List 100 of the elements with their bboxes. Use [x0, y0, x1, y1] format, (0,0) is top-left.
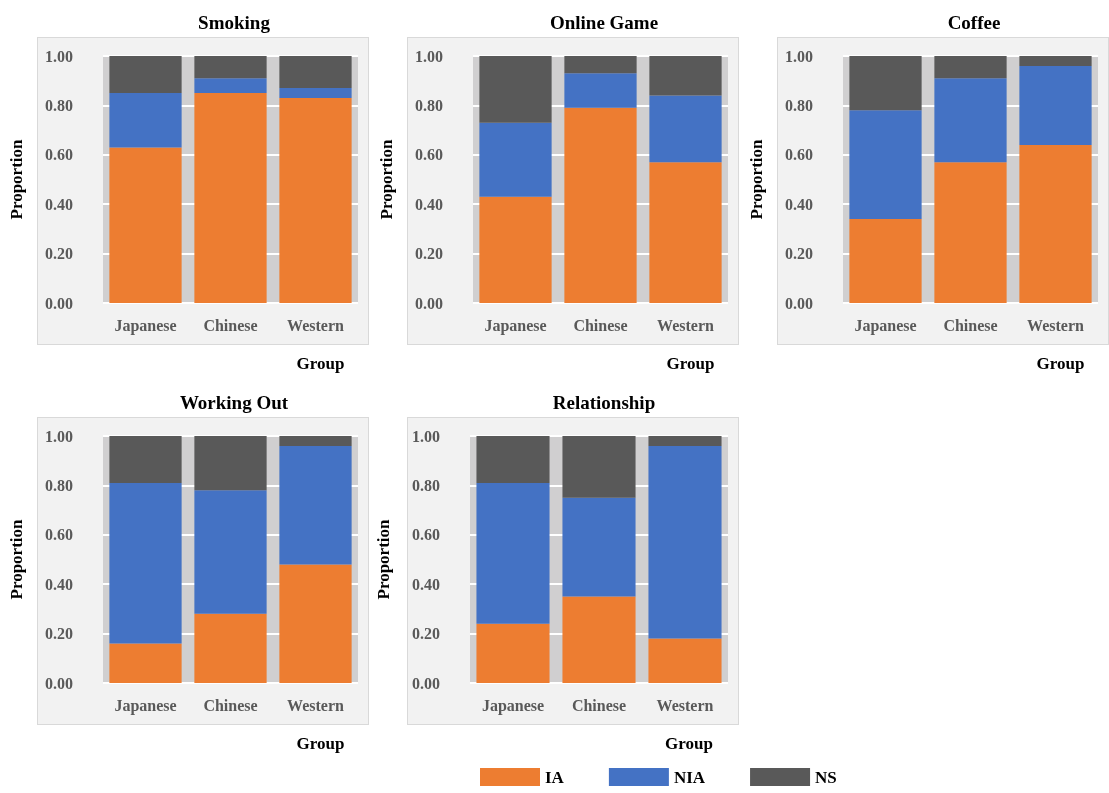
x-tick-label: Japanese [484, 316, 547, 335]
y-axis-title: Proportion [377, 138, 396, 220]
bar [479, 122, 552, 197]
y-tick-label: 0.60 [415, 146, 443, 164]
y-tick-label: 0.80 [785, 96, 813, 114]
y-tick-label: 0.20 [412, 625, 440, 643]
x-tick-label: Western [287, 696, 345, 714]
y-tick-label: 1.00 [45, 427, 73, 445]
x-tick-label: Japanese [481, 696, 545, 715]
bar [562, 497, 636, 597]
legend-label: IA [545, 767, 565, 787]
bar [849, 110, 922, 220]
y-axis-title: Proportion [7, 138, 26, 220]
y-tick-label: 0.20 [45, 625, 73, 643]
bar [562, 436, 636, 498]
bar [479, 196, 552, 303]
y-tick-label: 0.00 [785, 294, 813, 312]
y-tick-label: 0.60 [412, 526, 440, 544]
y-tick-label: 0.80 [45, 96, 73, 114]
y-tick-label: 0.60 [45, 146, 73, 164]
bar [279, 88, 352, 98]
y-axis-title: Proportion [374, 518, 393, 600]
x-axis-title: Group [666, 354, 715, 373]
y-tick-label: 0.40 [785, 195, 813, 213]
bar [1019, 56, 1092, 66]
y-tick-label: 1.00 [45, 47, 73, 65]
bar [279, 436, 352, 446]
x-tick-label: Chinese [573, 316, 628, 334]
bar [934, 162, 1007, 303]
bar [109, 482, 182, 644]
bar [279, 97, 352, 303]
x-axis-title: Group [665, 734, 713, 753]
y-tick-label: 0.40 [45, 575, 73, 593]
y-tick-label: 0.60 [785, 146, 813, 164]
y-tick-label: 1.00 [785, 47, 813, 65]
y-tick-label: 0.00 [45, 294, 73, 312]
x-axis-title: Group [296, 354, 345, 373]
y-tick-label: 1.00 [415, 47, 443, 65]
bar [194, 56, 267, 79]
x-tick-label: Chinese [943, 316, 998, 334]
bar [849, 56, 922, 111]
chart-title: Coffee [947, 12, 1001, 33]
y-tick-label: 0.00 [45, 674, 73, 692]
bar [564, 73, 637, 108]
bar [648, 445, 722, 639]
y-tick-label: 0.40 [412, 575, 440, 593]
y-tick-label: 0.80 [45, 476, 73, 494]
bar [194, 93, 267, 303]
y-tick-label: 0.60 [45, 526, 73, 544]
bar [849, 219, 922, 303]
x-tick-label: Chinese [203, 696, 258, 714]
y-tick-label: 0.00 [415, 294, 443, 312]
bar [109, 147, 182, 303]
x-tick-label: Western [656, 696, 714, 714]
y-tick-label: 0.40 [415, 195, 443, 213]
x-axis-title: Group [296, 734, 345, 753]
bar [109, 56, 182, 94]
y-tick-label: 0.20 [785, 245, 813, 263]
x-tick-label: Japanese [114, 696, 177, 715]
bar [479, 56, 552, 123]
y-axis-title: Proportion [747, 138, 766, 220]
bar [279, 564, 352, 683]
y-tick-label: 0.80 [415, 96, 443, 114]
legend-label: NIA [673, 767, 706, 787]
bar [476, 482, 550, 624]
bar [109, 643, 182, 683]
chart-title: Smoking [198, 12, 271, 33]
y-tick-label: 0.20 [415, 245, 443, 263]
bar [109, 93, 182, 148]
y-axis-title: Proportion [7, 518, 26, 600]
y-tick-label: 1.00 [412, 427, 440, 445]
y-tick-label: 0.40 [45, 195, 73, 213]
bar [649, 56, 722, 96]
bar [194, 436, 267, 491]
x-tick-label: Chinese [203, 316, 258, 334]
bar [194, 490, 267, 614]
bar [279, 56, 352, 89]
x-tick-label: Japanese [854, 316, 917, 335]
x-tick-label: Western [287, 316, 345, 334]
bar [1019, 65, 1092, 145]
bar [648, 436, 722, 446]
x-tick-label: Chinese [571, 696, 627, 714]
bar [476, 436, 550, 483]
y-tick-label: 0.20 [45, 245, 73, 263]
legend-label: NS [815, 767, 837, 787]
chart-title: Relationship [552, 392, 656, 413]
bar [279, 445, 352, 565]
bar [1019, 144, 1092, 303]
chart-title: Working Out [179, 392, 289, 413]
bar [109, 436, 182, 483]
chart-title: Online Game [549, 12, 659, 33]
bar [934, 78, 1007, 163]
bar [649, 162, 722, 303]
bar [562, 596, 636, 683]
bar [934, 56, 1007, 79]
bar [649, 95, 722, 163]
bar [648, 638, 722, 683]
x-axis-title: Group [1036, 354, 1085, 373]
y-tick-label: 0.80 [412, 476, 440, 494]
x-tick-label: Japanese [114, 316, 177, 335]
